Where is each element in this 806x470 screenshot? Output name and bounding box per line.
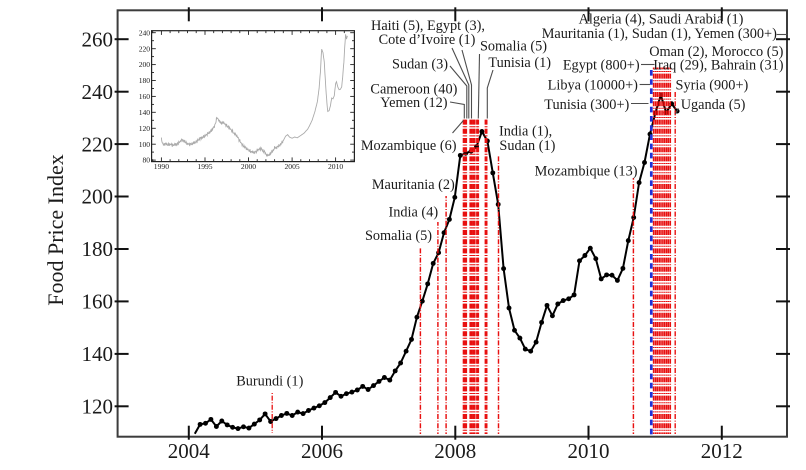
svg-text:Syria (900+): Syria (900+) [676, 77, 749, 93]
svg-text:Sudan (3): Sudan (3) [392, 56, 448, 72]
svg-text:2010: 2010 [328, 162, 343, 171]
svg-text:80: 80 [143, 156, 151, 165]
svg-text:Uganda (5): Uganda (5) [681, 97, 746, 113]
svg-text:Food Price Index: Food Price Index [43, 154, 68, 306]
svg-text:Somalia (5): Somalia (5) [480, 39, 547, 55]
svg-text:Egypt (800+): Egypt (800+) [563, 58, 640, 74]
svg-text:200: 200 [139, 60, 151, 69]
svg-text:Tunisia (1): Tunisia (1) [488, 55, 551, 71]
svg-text:220: 220 [82, 132, 114, 156]
svg-text:2006: 2006 [301, 439, 343, 463]
svg-text:200: 200 [82, 185, 114, 209]
svg-text:Yemen (12): Yemen (12) [380, 95, 447, 111]
svg-text:2005: 2005 [285, 162, 300, 171]
svg-text:220: 220 [139, 44, 151, 53]
svg-text:Mozambique (6): Mozambique (6) [361, 138, 457, 154]
svg-text:India (1),: India (1), [499, 124, 552, 140]
svg-text:260: 260 [82, 27, 114, 51]
svg-text:160: 160 [139, 92, 151, 101]
svg-text:Mozambique (13): Mozambique (13) [535, 164, 638, 180]
svg-text:Cameroon (40): Cameroon (40) [370, 81, 457, 97]
svg-text:120: 120 [139, 124, 151, 133]
svg-text:Somalia (5): Somalia (5) [365, 228, 432, 244]
svg-text:1990: 1990 [154, 162, 169, 171]
svg-text:Haiti (5), Egypt (3),: Haiti (5), Egypt (3), [371, 18, 485, 34]
svg-text:180: 180 [82, 237, 114, 261]
svg-text:2008: 2008 [434, 439, 476, 463]
svg-text:Algeria (4), Saudi Arabia (1): Algeria (4), Saudi Arabia (1) [579, 12, 744, 28]
svg-text:2012: 2012 [701, 439, 743, 463]
svg-text:2004: 2004 [168, 439, 211, 463]
svg-text:Oman (2), Morocco (5): Oman (2), Morocco (5) [649, 44, 783, 60]
svg-text:Libya (10000+): Libya (10000+) [548, 77, 638, 93]
svg-text:240: 240 [139, 28, 151, 37]
svg-text:Mauritania (2): Mauritania (2) [372, 177, 455, 193]
svg-text:India (4): India (4) [388, 205, 438, 221]
svg-text:2000: 2000 [241, 162, 256, 171]
svg-text:140: 140 [82, 342, 114, 366]
svg-text:Sudan (1): Sudan (1) [499, 138, 555, 154]
svg-text:100: 100 [139, 140, 151, 149]
svg-text:Cote d’Ivoire (1): Cote d’Ivoire (1) [379, 32, 476, 48]
svg-text:180: 180 [139, 76, 151, 85]
svg-text:160: 160 [82, 290, 114, 314]
svg-text:120: 120 [82, 395, 114, 419]
svg-text:240: 240 [82, 80, 114, 104]
svg-text:Mauritania (1), Sudan (1), Yem: Mauritania (1), Sudan (1), Yemen (300+) [542, 26, 777, 42]
svg-text:Iraq (29), Bahrain (31): Iraq (29), Bahrain (31) [653, 58, 783, 74]
svg-text:Tunisia (300+): Tunisia (300+) [544, 97, 629, 113]
svg-text:1995: 1995 [197, 162, 212, 171]
svg-text:2010: 2010 [568, 439, 610, 463]
svg-text:Burundi (1): Burundi (1) [236, 374, 303, 390]
svg-text:140: 140 [139, 108, 151, 117]
